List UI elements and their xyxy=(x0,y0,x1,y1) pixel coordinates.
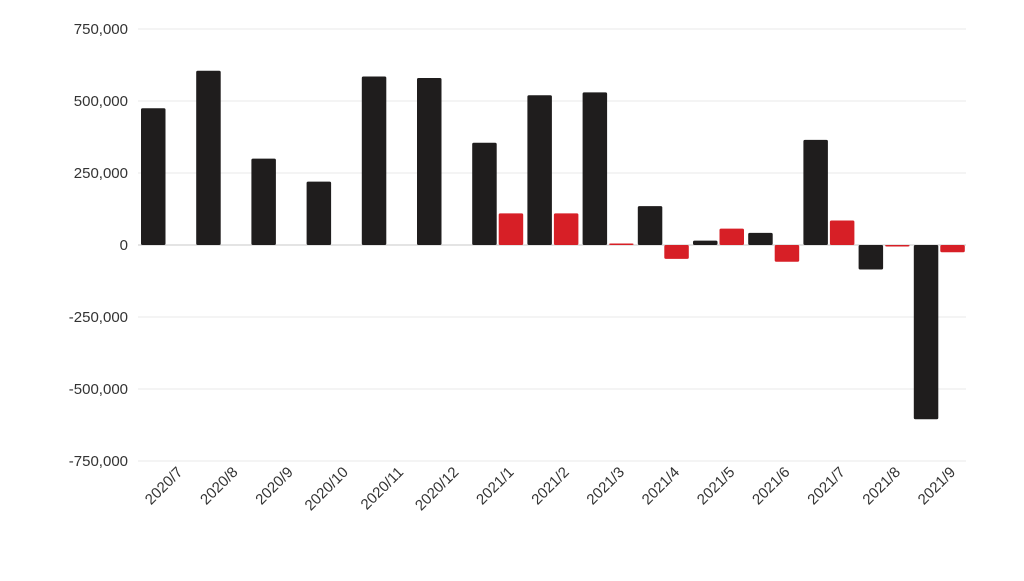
bar-dark xyxy=(637,206,663,245)
bar-red xyxy=(719,228,744,245)
bar-red xyxy=(498,213,524,245)
bar-dark xyxy=(417,77,442,246)
bar-dark xyxy=(913,245,939,420)
x-tick-label: 2021/2 xyxy=(528,464,572,508)
y-axis-ticks: 750,000 500,000 250,000 0 -250,000 -500,000 -7… xyxy=(69,21,128,470)
bar-dark xyxy=(196,70,221,245)
x-tick-label: 2021/5 xyxy=(694,464,738,508)
x-tick-label: 2020/9 xyxy=(252,464,296,508)
y-tick-label: 0 xyxy=(120,237,128,254)
bar-dark xyxy=(251,158,276,245)
x-axis-ticks: 2020/7 2020/8 2020/9 2020/10 2020/11 2020/12 2… xyxy=(142,464,959,514)
bars xyxy=(141,70,965,420)
x-tick-label: 2021/9 xyxy=(915,464,959,508)
bar-dark xyxy=(858,245,884,270)
bar-dark xyxy=(141,108,166,245)
bar-red xyxy=(940,245,965,253)
bar-red xyxy=(609,243,634,245)
bar-dark xyxy=(472,142,497,245)
y-tick-label: -500,000 xyxy=(69,381,128,398)
y-tick-label: 250,000 xyxy=(74,165,128,182)
bar-red xyxy=(664,245,689,259)
x-tick-label: 2020/8 xyxy=(197,464,241,508)
y-tick-label: -250,000 xyxy=(69,309,128,326)
bar-dark xyxy=(803,139,828,245)
x-tick-label: 2021/1 xyxy=(473,464,517,508)
y-tick-label: -750,000 xyxy=(69,453,128,470)
bar-dark xyxy=(527,95,552,246)
x-tick-label: 2020/10 xyxy=(302,464,352,514)
y-tick-label: 750,000 xyxy=(74,21,128,38)
x-tick-label: 2021/8 xyxy=(859,464,903,508)
x-tick-label: 2020/12 xyxy=(412,464,462,514)
bar-dark xyxy=(582,92,608,245)
gridlines xyxy=(138,28,966,462)
bar-dark xyxy=(361,76,387,246)
x-tick-label: 2021/3 xyxy=(583,464,627,508)
bar-dark xyxy=(693,240,718,245)
bar-dark xyxy=(748,232,773,245)
y-tick-label: 500,000 xyxy=(74,93,128,110)
bar-dark xyxy=(306,181,332,245)
x-tick-label: 2021/4 xyxy=(639,464,683,508)
x-tick-label: 2021/6 xyxy=(749,464,793,508)
bar-red xyxy=(829,220,855,245)
bar-red xyxy=(774,245,800,262)
x-tick-label: 2021/7 xyxy=(804,464,848,508)
bar-red xyxy=(553,213,579,245)
bar-red xyxy=(885,245,910,247)
x-tick-label: 2020/11 xyxy=(358,464,408,514)
x-tick-label: 2020/7 xyxy=(142,464,186,508)
